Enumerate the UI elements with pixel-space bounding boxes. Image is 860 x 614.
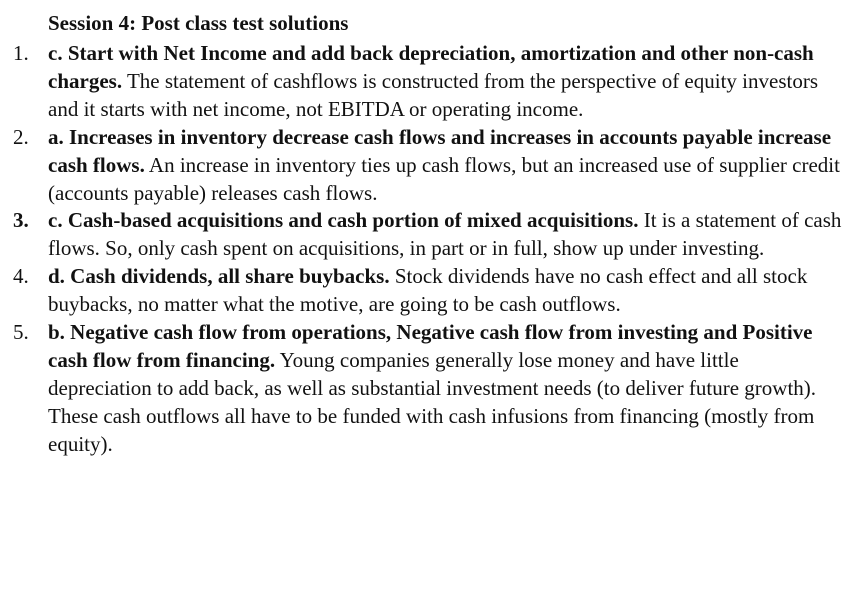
answer-number: 5. <box>13 320 29 345</box>
answer-explanation: Stock dividends have no cash effect and … <box>48 264 808 317</box>
answer-lead: c. Start with Net Income and add back de… <box>48 41 814 93</box>
answer-number: 2. <box>13 124 29 149</box>
answer-explanation: It is a statement of cash flows. So, onl… <box>48 208 842 261</box>
answer-lead: a. Increases in inventory decrease cash … <box>48 124 832 177</box>
answer-item-2: 2. a. Increases in inventory decrease ca… <box>0 124 845 208</box>
answer-item-5: 5. b. Negative cash flow from operations… <box>0 319 845 459</box>
answer-number: 1. <box>13 41 29 65</box>
answer-item-1: 1. c. Start with Net Income and add back… <box>0 40 845 124</box>
answer-item-4: 4. d. Cash dividends, all share buybacks… <box>0 263 845 319</box>
answer-explanation: The statement of cashflows is constructe… <box>48 68 819 121</box>
answer-item-3: 3. c. Cash-based acquisitions and cash p… <box>0 207 845 263</box>
answer-list: 1. c. Start with Net Income and add back… <box>0 40 845 459</box>
answer-lead: b. Negative cash flow from operations, N… <box>48 320 813 372</box>
answer-explanation: An increase in inventory ties up cash fl… <box>48 152 840 205</box>
answer-number: 3. <box>13 208 29 233</box>
answer-lead: c. Cash-based acquisitions and cash port… <box>48 208 639 233</box>
answer-lead: d. Cash dividends, all share buybacks. <box>48 264 390 289</box>
page-title: Session 4: Post class test solutions <box>48 11 349 35</box>
answer-explanation: Young companies generally lose money and… <box>48 347 817 456</box>
answer-number: 4. <box>13 264 29 289</box>
